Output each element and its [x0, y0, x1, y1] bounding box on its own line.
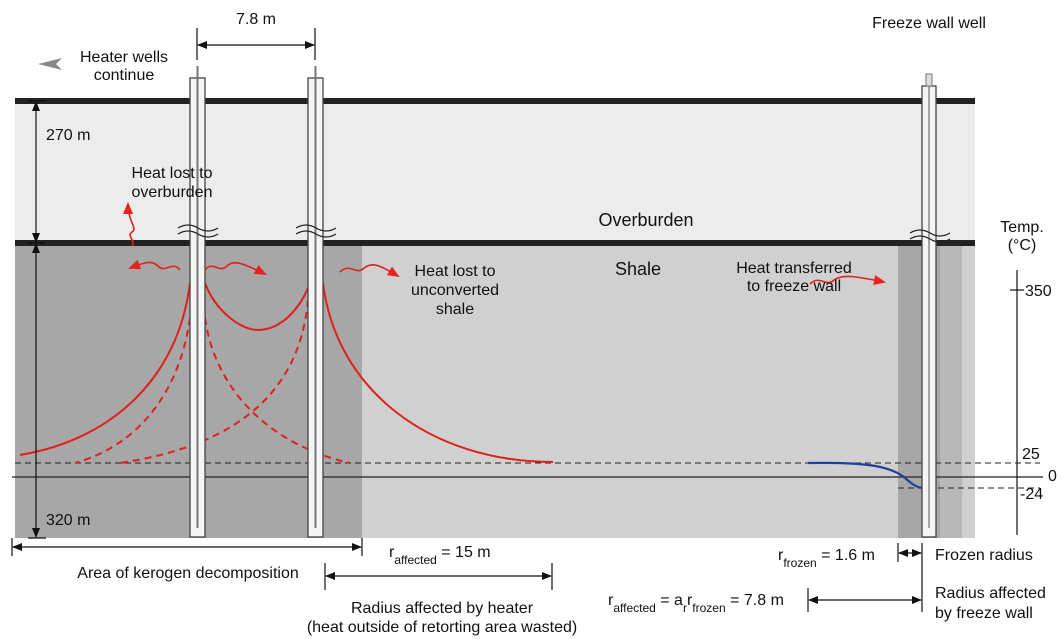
subscript: affected [394, 553, 436, 567]
path [809, 275, 886, 285]
subscript: r [683, 601, 687, 615]
rect [925, 73, 933, 87]
heat-lost-overburden: Heat lost to overburden [132, 165, 213, 201]
text-line: unconverted [411, 282, 499, 299]
profile-curve [119, 299, 309, 464]
temp-tick-label: 350 [1025, 283, 1052, 300]
temp-title: Temp. (°C) [1000, 219, 1044, 254]
overburden-layer [15, 101, 975, 243]
frozen-zone [940, 243, 962, 538]
heat-transferred: Heat transferred to freeze wall [736, 260, 852, 295]
text-line: (heat outside of retorting area wasted) [307, 619, 577, 636]
text-line: Temp. [1000, 219, 1044, 236]
dimension-arrows [11, 28, 1024, 612]
heater-profiles [19, 282, 554, 464]
subscript: frozen [783, 556, 816, 570]
heater-radius: Radius affected by heater (heat outside o… [307, 600, 577, 636]
text-line: continue [94, 67, 155, 84]
text-part: = a [656, 592, 683, 609]
shale-thickness: 320 m [46, 512, 90, 529]
path [123, 202, 135, 247]
path [177, 224, 219, 238]
heater-wells-label: Heater wells continue [80, 49, 168, 84]
text-part: = 7.8 m [726, 592, 784, 609]
profile-curve [204, 317, 351, 464]
heater-well [307, 66, 324, 538]
text-line: Radius affected by heater [351, 600, 534, 617]
freeze-well-label: Freeze wall well [872, 15, 986, 32]
r-affected-heater: raffected = 15 m [389, 544, 491, 567]
well-spacing: 7.8 m [236, 11, 276, 28]
text-part: r [389, 544, 395, 561]
subscript: affected [613, 601, 655, 615]
text-part: = 15 m [437, 544, 491, 561]
text-line: Heat lost to [415, 263, 496, 280]
shale-label: Shale [615, 259, 661, 279]
r-frozen: rfrozen = 1.6 m [778, 547, 875, 570]
profile-curve [204, 282, 311, 332]
profile-curve [74, 317, 191, 464]
heat-lost-shale: Heat lost to unconverted shale [411, 263, 499, 318]
profile-curve [19, 282, 191, 456]
r-affected-freeze: raffected = arrfrozen = 7.8 m [608, 592, 784, 615]
continue-arrow [38, 58, 62, 70]
text-part: r [778, 547, 784, 564]
path [909, 229, 951, 243]
text-line: (°C) [1008, 237, 1037, 254]
text-part: = 1.6 m [817, 547, 875, 564]
subscript: frozen [692, 601, 725, 615]
temp-tick-label: -24 [1020, 486, 1043, 503]
freeze-radius: Radius affected by freeze wall [935, 585, 1046, 622]
profile-curve [322, 282, 554, 463]
text-line: shale [436, 301, 474, 318]
freeze-profile [807, 461, 923, 490]
text-part: r [608, 592, 614, 609]
text-line: Heat transferred [736, 260, 852, 277]
temp-tick-label: 25 [1022, 446, 1040, 463]
temp-tick-label: 0 [1048, 468, 1057, 485]
text-line: Radius affected [935, 585, 1046, 602]
overburden-thickness: 270 m [46, 127, 90, 144]
text-line: Heat lost to [132, 165, 213, 182]
path [339, 263, 400, 278]
text-line: to freeze wall [747, 278, 841, 295]
kerogen-area: Area of kerogen decomposition [77, 565, 298, 582]
path [295, 224, 337, 238]
temp-ticks: 350 25 0 -24 [1020, 283, 1057, 503]
overburden-label: Overburden [598, 210, 693, 230]
text-line: Heater wells [80, 49, 168, 66]
heater-well [189, 66, 206, 538]
frozen-radius: Frozen radius [935, 547, 1033, 564]
path [128, 259, 181, 271]
path [204, 261, 267, 275]
text-part: r [687, 592, 693, 609]
freeze-well [921, 73, 937, 538]
text-line: overburden [132, 184, 213, 201]
break-symbols [177, 224, 951, 243]
text-line: by freeze wall [935, 605, 1033, 622]
heat-arrows [123, 202, 886, 285]
